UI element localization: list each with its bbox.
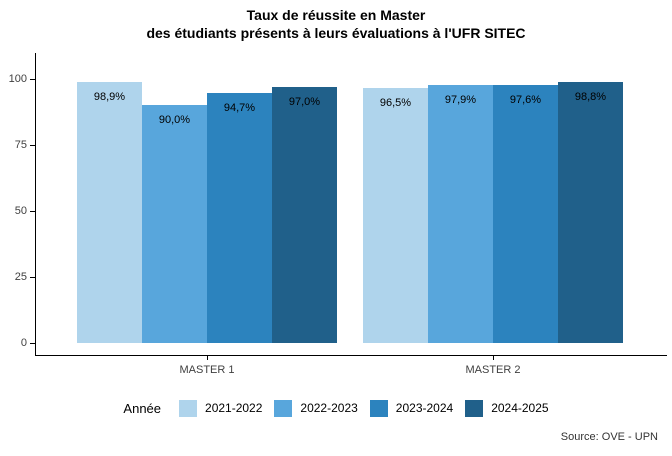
- x-tick-label: MASTER 2: [465, 364, 521, 376]
- bar-value-label: 97,0%: [288, 95, 321, 108]
- bar: [77, 81, 142, 343]
- legend-items: 2021-2022 2022-2023 2023-2024 2024-2025: [167, 399, 549, 417]
- bar-value-label: 96,5%: [379, 97, 412, 110]
- legend-swatch: [274, 399, 293, 417]
- legend-label: 2024-2025: [491, 401, 549, 415]
- legend-item: 2024-2025: [465, 399, 549, 417]
- legend-title: Année: [123, 400, 162, 416]
- chart-title-line1: Taux de réussite en Master: [246, 7, 426, 23]
- legend-label: 2022-2023: [300, 401, 358, 415]
- y-axis-line: [35, 53, 36, 355]
- x-axis-line: [35, 355, 667, 356]
- legend-label: 2023-2024: [395, 401, 454, 415]
- bar-value-label: 94,7%: [223, 101, 256, 114]
- legend-item: 2022-2023: [274, 399, 358, 417]
- bar-value-label: 98,8%: [574, 91, 607, 104]
- bar-value-label: 97,6%: [509, 94, 542, 107]
- bar-value-label: 97,9%: [444, 93, 477, 106]
- source-note: Source: OVE - UPN: [560, 431, 658, 443]
- legend-label: 2021-2022: [205, 401, 263, 415]
- x-tick: [493, 355, 494, 360]
- y-tick: [30, 343, 35, 344]
- bar: [558, 82, 623, 343]
- bar: [428, 84, 493, 343]
- y-tick-label: 0: [20, 337, 27, 349]
- y-tick-label: 50: [14, 205, 27, 217]
- y-tick: [30, 79, 35, 80]
- bar: [207, 92, 272, 343]
- y-tick-label: 25: [14, 271, 27, 283]
- y-tick: [30, 211, 35, 212]
- bar-value-label: 90,0%: [158, 114, 191, 127]
- legend: Année 2021-2022 2022-2023 2023-2024 2024-20…: [0, 397, 672, 419]
- legend-swatch: [179, 399, 198, 417]
- legend-swatch: [465, 399, 484, 417]
- y-tick-label: 75: [14, 139, 27, 151]
- chart-title: Taux de réussite en Master des étudiants…: [0, 6, 672, 42]
- legend-swatch: [369, 399, 388, 417]
- bar: [363, 88, 428, 343]
- y-tick: [30, 277, 35, 278]
- y-tick: [30, 145, 35, 146]
- x-tick-label: MASTER 1: [179, 364, 235, 376]
- y-tick-label: 100: [8, 73, 27, 85]
- chart-title-line2: des étudiants présents à leurs évaluatio…: [146, 25, 526, 41]
- bar-value-label: 98,9%: [93, 90, 126, 103]
- x-tick: [207, 355, 208, 360]
- bar: [493, 85, 558, 343]
- legend-item: 2021-2022: [179, 399, 263, 417]
- legend-item: 2023-2024: [369, 399, 454, 417]
- bar: [272, 86, 337, 343]
- bar: [142, 105, 207, 343]
